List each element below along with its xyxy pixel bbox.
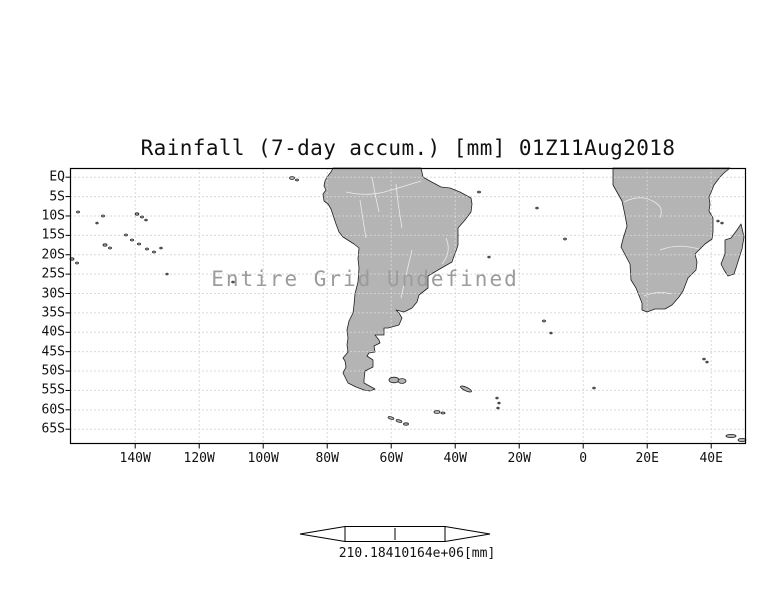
- island-marker: [140, 215, 144, 219]
- y-tick-label: 5S: [49, 189, 65, 205]
- colorbar-labels: 210.18410164e+06[mm]: [339, 546, 496, 561]
- island-marker: [388, 376, 400, 384]
- y-tick-label: 45S: [41, 344, 65, 360]
- x-tick-label: 20E: [635, 451, 659, 466]
- island-marker: [477, 190, 481, 194]
- x-tick-label: 120W: [183, 451, 215, 466]
- island-marker: [496, 406, 500, 410]
- x-tick-label: 140W: [119, 451, 151, 466]
- undefined-grid-message: Entire Grid Undefined: [211, 267, 519, 291]
- island-marker: [295, 178, 299, 182]
- island-marker: [395, 419, 403, 423]
- island-marker: [102, 243, 108, 247]
- gridlines-group: [70, 168, 746, 444]
- axis-ticks-group: [65, 176, 712, 449]
- island-marker: [108, 246, 112, 250]
- island-marker: [387, 416, 395, 420]
- x-tick-label: 60W: [379, 451, 403, 466]
- island-marker: [75, 261, 79, 265]
- island-marker: [495, 396, 499, 400]
- island-marker: [159, 246, 163, 250]
- y-tick-label: 40S: [41, 324, 65, 340]
- island-marker: [725, 433, 737, 438]
- landmasses-group: [69, 167, 747, 442]
- x-tick-label: 40W: [443, 451, 467, 466]
- island-marker: [403, 422, 409, 426]
- island-marker: [542, 319, 546, 323]
- y-tick-label: 20S: [41, 247, 65, 263]
- island-marker: [702, 357, 706, 361]
- y-tick-label: 15S: [41, 227, 65, 243]
- plot-frame: [69, 167, 747, 445]
- y-tick-label: 25S: [41, 266, 65, 282]
- island-marker: [563, 237, 567, 241]
- land-overlay-group: [323, 168, 744, 391]
- island-marker: [737, 437, 747, 442]
- island-marker: [144, 218, 148, 222]
- x-tick-label: 20W: [507, 451, 531, 466]
- x-tick-label: 0: [579, 451, 588, 466]
- island-marker: [289, 176, 295, 180]
- island-marker: [129, 238, 134, 242]
- island-marker: [592, 386, 596, 390]
- island-marker: [440, 411, 446, 415]
- island-marker: [716, 219, 720, 223]
- island-marker: [433, 410, 441, 414]
- y-tick-label: 10S: [41, 208, 65, 224]
- y-tick-label: 65S: [41, 421, 65, 437]
- island-marker: [397, 378, 407, 384]
- y-tick-label: 60S: [41, 402, 65, 418]
- x-tick-label: 100W: [247, 451, 279, 466]
- island-marker: [95, 221, 99, 225]
- y-tick-label: 50S: [41, 363, 65, 379]
- island-marker: [145, 247, 149, 251]
- island-marker: [134, 212, 140, 216]
- island-marker: [497, 401, 501, 405]
- island-marker: [101, 214, 105, 218]
- plot-title: Rainfall (7-day accum.) [mm] 01Z11Aug201…: [140, 136, 676, 160]
- island-marker: [535, 206, 539, 210]
- river-lines: [345, 176, 700, 299]
- island-marker: [720, 221, 724, 225]
- x-tick-label: 80W: [315, 451, 339, 466]
- colorbar-units-label: [mm]: [463, 546, 496, 561]
- island-marker: [705, 360, 709, 364]
- island-marker: [76, 210, 80, 214]
- island-marker: [136, 242, 141, 246]
- y-tick-label: EQ: [49, 169, 65, 185]
- island-marker: [231, 280, 235, 284]
- island-marker: [460, 385, 472, 393]
- island-marker: [487, 255, 491, 259]
- colorbar: [299, 526, 491, 542]
- y-tick-label: 55S: [41, 382, 65, 398]
- y-tick-label: 30S: [41, 286, 65, 301]
- island-marker: [165, 272, 169, 276]
- y-tick-label: 35S: [41, 305, 65, 321]
- colorbar-value-label: 210.18410164e+06: [338, 546, 464, 561]
- island-marker: [124, 233, 128, 237]
- x-tick-label: 40E: [699, 451, 723, 466]
- island-marker: [549, 331, 553, 335]
- island-marker: [152, 250, 156, 254]
